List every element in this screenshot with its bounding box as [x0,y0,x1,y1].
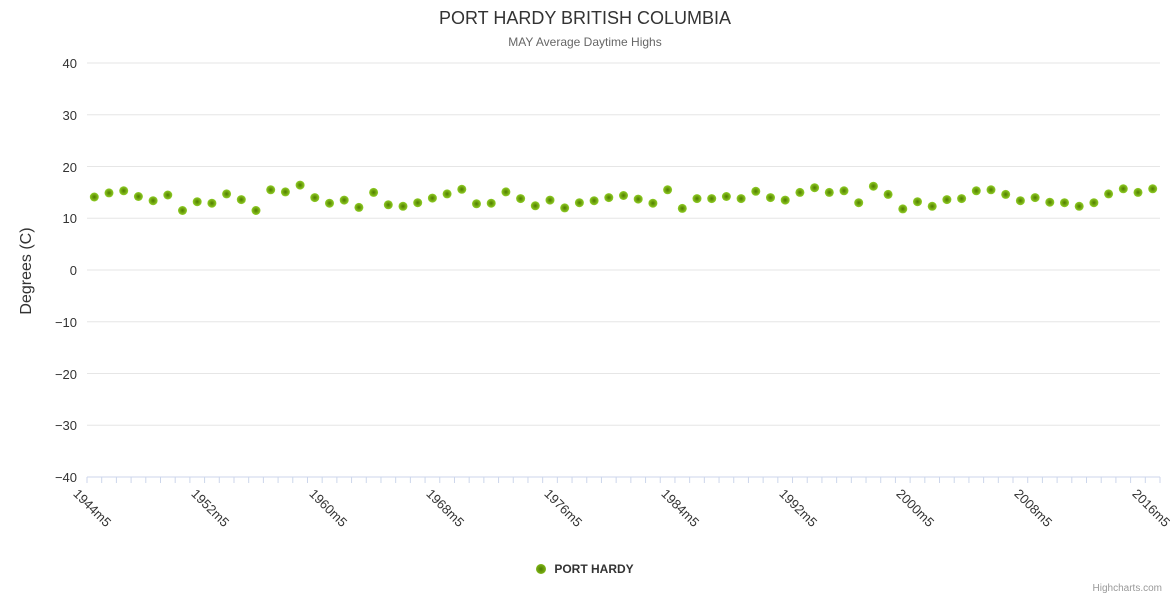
chart-subtitle: MAY Average Daytime Highs [508,35,662,49]
data-point[interactable] [310,193,320,203]
data-point[interactable] [133,192,143,201]
data-point[interactable] [868,181,878,191]
data-point[interactable] [560,203,570,213]
data-point[interactable] [339,195,349,205]
data-point[interactable] [1045,197,1055,207]
y-tick-label: 20 [62,159,77,175]
y-tick-label: 40 [62,56,77,71]
data-point[interactable] [163,190,173,200]
data-point[interactable] [222,189,232,199]
data-point[interactable] [545,195,555,205]
data-point[interactable] [119,186,129,196]
data-point[interactable] [1133,187,1143,197]
data-point[interactable] [574,198,584,208]
legend-series-label: PORT HARDY [554,562,634,576]
y-tick-label: 0 [69,263,77,278]
data-point[interactable] [1030,193,1040,203]
highcharts-credits-link[interactable]: Highcharts.com [1092,583,1162,594]
data-point[interactable] [957,194,967,204]
data-point[interactable] [1118,184,1128,194]
data-point[interactable] [633,194,643,204]
data-point[interactable] [942,195,952,205]
data-point[interactable] [780,195,790,205]
y-tick-label: 10 [62,211,77,227]
x-axis [86,476,1161,483]
data-point[interactable] [971,186,981,196]
data-point[interactable] [486,198,496,208]
data-point[interactable] [104,188,114,198]
data-point[interactable] [692,194,702,204]
data-point[interactable] [795,187,805,197]
data-point[interactable] [369,187,379,197]
data-point[interactable] [589,196,599,206]
data-point[interactable] [427,193,437,203]
data-point[interactable] [472,199,481,209]
data-point[interactable] [192,197,202,207]
data-point[interactable] [648,198,658,208]
data-point[interactable] [883,189,893,199]
legend: PORT HARDY [0,562,1170,576]
data-point[interactable] [1001,189,1011,199]
data-point[interactable] [766,193,775,203]
y-tick-label: 30 [62,107,77,123]
y-tick-label: −10 [54,314,77,330]
data-point[interactable] [663,185,673,195]
data-point[interactable] [1104,189,1114,199]
data-point[interactable] [810,183,820,193]
data-point[interactable] [383,200,393,210]
data-point[interactable] [207,198,217,208]
data-point[interactable] [898,204,908,214]
data-point[interactable] [839,186,849,196]
data-point[interactable] [457,184,467,194]
data-point[interactable] [516,194,526,204]
data-point[interactable] [266,185,276,195]
data-point[interactable] [413,198,423,208]
series-marker-icon [536,564,547,574]
data-point[interactable] [619,191,628,200]
y-tick-label: −30 [54,418,77,434]
data-point[interactable] [89,192,99,202]
data-points [89,180,1158,215]
data-point[interactable] [854,198,864,208]
data-point[interactable] [913,197,922,207]
data-point[interactable] [295,180,305,190]
data-point[interactable] [986,185,996,195]
data-point[interactable] [1060,198,1069,208]
data-point[interactable] [604,193,614,203]
gridlines [87,62,1160,478]
data-point[interactable] [442,189,452,199]
data-point[interactable] [1089,198,1099,208]
legend-item-port-hardy[interactable]: PORT HARDY [536,562,634,576]
data-point[interactable] [280,187,290,197]
y-tick-label: −20 [54,366,77,382]
data-point[interactable] [148,196,158,206]
data-point[interactable] [1015,196,1025,206]
data-point[interactable] [751,186,761,196]
data-point[interactable] [824,187,834,197]
data-point[interactable] [325,198,334,208]
data-point[interactable] [1148,184,1158,194]
data-point[interactable] [398,201,408,211]
data-point[interactable] [677,203,687,213]
data-point[interactable] [354,202,364,212]
y-tick-label: −40 [54,470,77,485]
data-point[interactable] [736,194,746,204]
y-axis-title: Degrees (C) [18,227,35,315]
data-point[interactable] [501,187,511,197]
data-point[interactable] [721,192,731,201]
data-point[interactable] [707,194,717,204]
data-point[interactable] [236,195,246,205]
data-point[interactable] [251,206,261,215]
data-point[interactable] [927,201,937,211]
chart-title: PORT HARDY BRITISH COLUMBIA [438,8,732,28]
data-point[interactable] [530,201,540,211]
data-point[interactable] [178,206,187,215]
data-point[interactable] [1074,201,1084,211]
